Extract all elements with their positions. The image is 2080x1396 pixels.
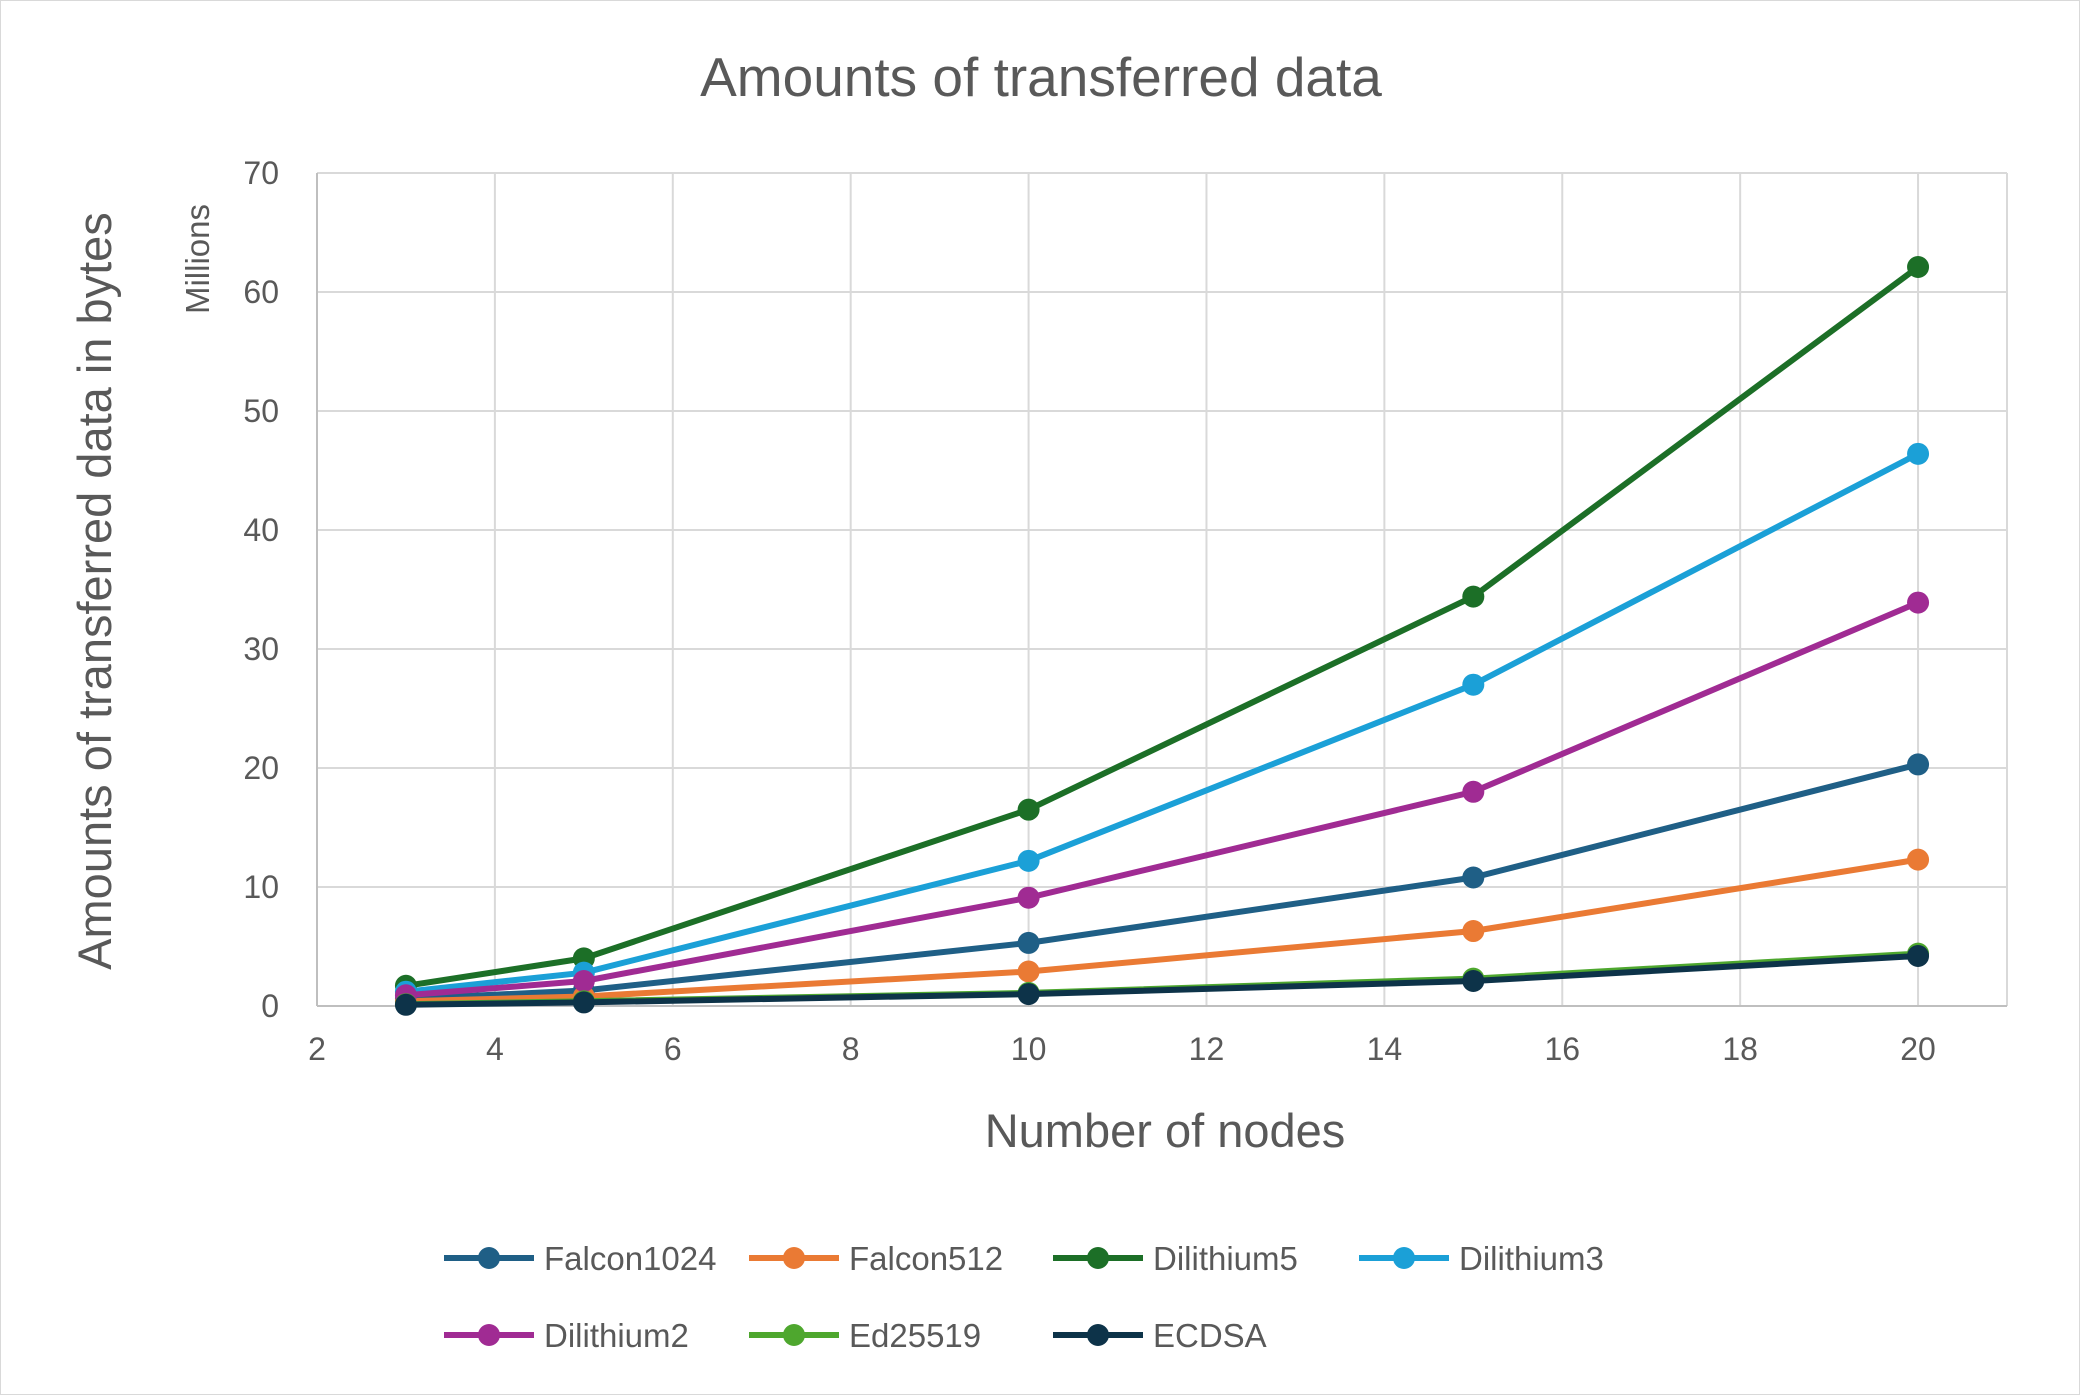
gridlines xyxy=(317,172,2008,1006)
data-point xyxy=(1462,673,1485,696)
legend-label: Ed25519 xyxy=(849,1317,981,1354)
x-tick-label: 14 xyxy=(1367,1031,1403,1067)
y-tick-label: 30 xyxy=(243,631,279,667)
x-tick-label: 18 xyxy=(1722,1031,1758,1067)
data-point xyxy=(1907,591,1930,614)
legend-swatch-marker xyxy=(1393,1247,1415,1269)
legend-label: Dilithium5 xyxy=(1153,1240,1298,1277)
legend-label: Falcon512 xyxy=(849,1240,1003,1277)
legend-item: Dilithium3 xyxy=(1359,1240,1604,1277)
legend-label: Dilithium3 xyxy=(1459,1240,1604,1277)
data-point xyxy=(1462,920,1485,943)
data-point xyxy=(1907,945,1930,968)
legend-swatch-marker xyxy=(478,1247,500,1269)
data-point xyxy=(1017,798,1040,821)
data-point xyxy=(1907,442,1930,465)
y-tick-label: 70 xyxy=(243,155,279,191)
x-tick-label: 2 xyxy=(308,1031,326,1067)
data-point xyxy=(1017,849,1040,872)
x-tick-label: 6 xyxy=(664,1031,682,1067)
y-tick-label: 60 xyxy=(243,274,279,310)
series-dilithium3 xyxy=(394,442,1930,1003)
legend-label: Dilithium2 xyxy=(544,1317,689,1354)
x-axis-title: Number of nodes xyxy=(985,1104,1346,1157)
data-point xyxy=(1017,983,1040,1006)
series-line xyxy=(402,599,1922,999)
legend-swatch-marker xyxy=(783,1324,805,1346)
data-point xyxy=(572,970,595,993)
legend-item: Falcon512 xyxy=(749,1240,1003,1277)
legend-item: Dilithium5 xyxy=(1053,1240,1298,1277)
legend-swatch-marker xyxy=(1087,1247,1109,1269)
data-point xyxy=(1462,866,1485,889)
data-point xyxy=(1462,585,1485,608)
y-tick-label: 50 xyxy=(243,393,279,429)
data-point xyxy=(1462,970,1485,993)
data-point xyxy=(1907,753,1930,776)
legend-swatch-marker xyxy=(783,1247,805,1269)
data-point xyxy=(1017,931,1040,954)
legend-label: Falcon1024 xyxy=(544,1240,716,1277)
x-tick-label: 10 xyxy=(1011,1031,1047,1067)
legend-item: Falcon1024 xyxy=(444,1240,716,1277)
legend-label: ECDSA xyxy=(1153,1317,1267,1354)
legend-item: Dilithium2 xyxy=(444,1317,689,1354)
chart-title: Amounts of transferred data xyxy=(700,46,1382,108)
data-point xyxy=(1907,256,1930,279)
series-dilithium5 xyxy=(394,256,1930,997)
series-line xyxy=(402,264,1922,989)
series-line xyxy=(402,856,1922,1005)
data-point xyxy=(394,993,417,1016)
x-tick-label: 4 xyxy=(486,1031,504,1067)
series-ecdsa xyxy=(394,945,1930,1016)
legend: Falcon1024 Falcon512 Dilithium5 Dilithium3 D… xyxy=(444,1240,1604,1354)
y-tick-label: 0 xyxy=(261,988,279,1024)
series-layer xyxy=(394,256,1930,1016)
legend-swatch-marker xyxy=(478,1324,500,1346)
x-tick-label: 8 xyxy=(842,1031,860,1067)
y-tick-label: 40 xyxy=(243,512,279,548)
data-point xyxy=(572,991,595,1014)
x-tick-label: 12 xyxy=(1189,1031,1225,1067)
y-tick-label: 20 xyxy=(243,750,279,786)
data-point xyxy=(1462,780,1485,803)
series-line xyxy=(402,450,1922,995)
series-dilithium2 xyxy=(394,591,1930,1007)
y-tick-label: 10 xyxy=(243,869,279,905)
x-tick-label: 20 xyxy=(1900,1031,1936,1067)
data-point xyxy=(1017,960,1040,983)
legend-swatch-marker xyxy=(1087,1324,1109,1346)
y-axis-units: Millions xyxy=(179,204,216,314)
legend-item: ECDSA xyxy=(1053,1317,1267,1354)
legend-item: Ed25519 xyxy=(749,1317,981,1354)
x-tick-label: 16 xyxy=(1544,1031,1580,1067)
y-axis-title: Amounts of transferred data in bytes xyxy=(68,212,121,970)
data-point xyxy=(1907,848,1930,871)
axes: 2 4 6 8 10 12 14 16 18 20 0 10 20 30 40 50 60 70 xyxy=(243,155,2007,1067)
data-point xyxy=(1017,886,1040,909)
